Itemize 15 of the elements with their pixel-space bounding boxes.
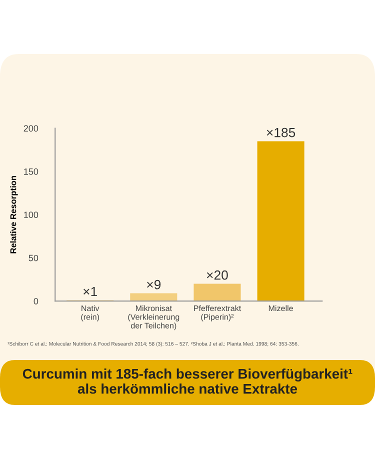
text: Curcumin mit 185-fach besserer Bioverfügbarkeit¹ als herkömmliche native Extrakte: [22, 368, 352, 394]
data-label: ×185: [266, 128, 296, 138]
x-tick-label: Nativ (rein): [81, 305, 100, 322]
y-tick-label: 0: [34, 298, 38, 304]
data-label: ×20: [206, 270, 228, 280]
y-tick-label: 50: [28, 254, 38, 262]
x-tick-label: Pfefferextrakt (Piperin)²: [194, 305, 242, 322]
y-axis-title: Relative Resorption: [10, 176, 18, 254]
y-tick-label: 100: [24, 212, 38, 218]
y-tick-label: 150: [24, 168, 38, 175]
data-label: ×9: [147, 280, 161, 290]
x-tick-label: Mikronisat (Verkleinerung der Teilchen): [128, 305, 180, 330]
x-tick-label: Mizelle: [268, 305, 293, 312]
y-tick-label: 200: [24, 125, 38, 132]
data-label: ×1: [83, 286, 97, 296]
